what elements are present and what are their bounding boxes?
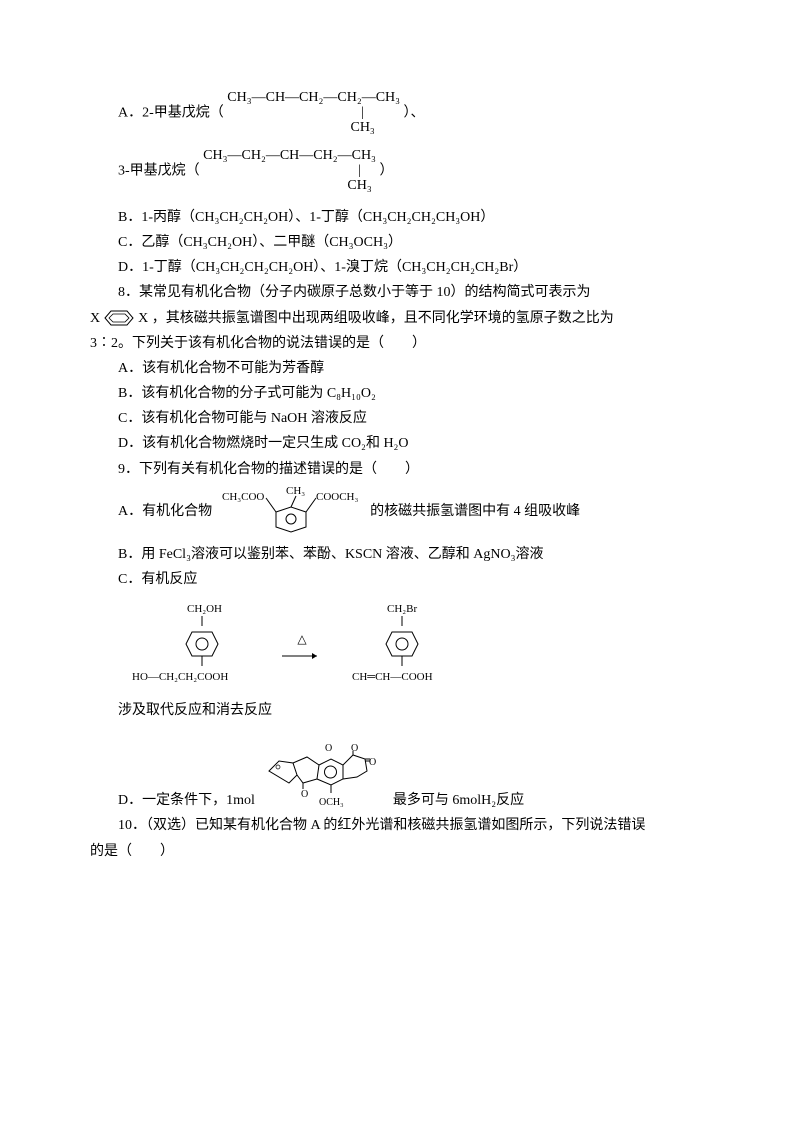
q8-line1: 8．某常见有机化合物（分子内碳原子总数小于等于 10）的结构简式可表示为: [90, 280, 704, 305]
q9d-left: D．一定条件下，1mol: [118, 788, 255, 813]
q10-line2: 的是（ ）: [90, 839, 704, 864]
q9d-right: 最多可与 6molH₂反应: [393, 788, 524, 813]
svg-text:CH₂OH: CH₂OH: [187, 603, 222, 615]
q9-opt-d: D．一定条件下，1mol O O O OCH₃ O 最多可与 6m: [90, 723, 704, 813]
molecule-d-icon: O O O OCH₃ O: [259, 723, 389, 813]
q9c-end: 涉及取代反应和消去反应: [90, 698, 704, 723]
struct-row2b: CH₃: [207, 178, 371, 193]
svg-text:O: O: [369, 757, 376, 768]
q8-opt-a: A．该有机化合物不可能为芳香醇: [90, 356, 704, 381]
struct-row2: CH₃: [252, 120, 374, 135]
x-right: X: [138, 311, 148, 326]
benzene-svg: [101, 309, 137, 327]
reaction-arrow: △: [282, 629, 322, 661]
option-a-sub: 3-甲基戊烷（ CH₃—CH₂—CH—CH₂—CH₃ | CH₃ ）: [90, 148, 704, 194]
struct-row1: CH₃—CH—CH₂—CH₂—CH₃: [227, 90, 400, 105]
sub1-prefix: 3-甲基戊烷（: [118, 164, 200, 179]
option-c: C．乙醇（CH₃CH₂OH）、二甲醚（CH₃OCH₃）: [90, 230, 704, 255]
molecule-a-icon: CH₃COO CH₃ COOCH₃: [216, 482, 366, 542]
q9a-right: 的核磁共振氢谱图中有 4 组吸收峰: [370, 499, 580, 524]
opt-a-suffix: ）、: [404, 105, 425, 120]
svg-text:CH₂Br: CH₂Br: [387, 603, 417, 615]
sub1-suffix: ）: [379, 164, 393, 179]
svg-text:HO—CH₂CH₂COOH: HO—CH₂CH₂COOH: [132, 671, 228, 683]
page-container: A．2-甲基戊烷（ CH₃—CH—CH₂—CH₂—CH₃ | CH₃ ）、 3-…: [0, 0, 794, 1123]
q8-cont: ，其核磁共振氢谱图中出现两组吸收峰，且不同化学环境的氢原子数之比为: [152, 311, 614, 326]
struct-3-methylpentane: CH₃—CH₂—CH—CH₂—CH₃ | CH₃: [203, 148, 376, 194]
molA-l2-label: CH₃: [286, 485, 305, 497]
x-left: X: [90, 311, 100, 326]
q9a-left: A．有机化合物: [118, 499, 212, 524]
product-1-icon: CH₂Br CH═CH—COOH: [332, 600, 472, 690]
svg-text:OCH₃: OCH₃: [319, 797, 344, 808]
q9-opt-a: A．有机化合物 CH₃COO CH₃ COOCH₃ 的核磁共振氢谱图中有 4 组…: [90, 482, 704, 542]
q9-stem: 9．下列有关有机化合物的描述错误的是（ ）: [90, 457, 704, 482]
option-b: B．1-丙醇（CH₃CH₂CH₂OH）、1-丁醇（CH₃CH₂CH₂CH₃OH）: [90, 205, 704, 230]
opt-a-prefix: A．2-甲基戊烷（: [118, 105, 224, 120]
q8-opt-d: D．该有机化合物燃烧时一定只生成 CO₂和 H₂O: [90, 431, 704, 456]
molA-l3-label: COOCH₃: [316, 491, 359, 503]
q9-opt-b: B．用 FeCl₃溶液可以鉴别苯、苯酚、KSCN 溶液、乙醇和 AgNO₃溶液: [90, 542, 704, 567]
svg-text:O: O: [325, 743, 332, 754]
option-a-line: A．2-甲基戊烷（ CH₃—CH—CH₂—CH₂—CH₃ | CH₃ ）、: [90, 90, 704, 136]
q10-line1: 10．（双选）已知某有机化合物 A 的红外光谱和核磁共振氢谱如图所示，下列说法错…: [90, 813, 704, 838]
molA-l1-label: CH₃COO: [222, 491, 264, 503]
option-d: D．1-丁醇（CH₃CH₂CH₂CH₂OH）、1-溴丁烷（CH₃CH₂CH₂CH…: [90, 255, 704, 280]
arrow-top-label: △: [297, 629, 306, 651]
reactant-1-icon: CH₂OH HO—CH₂CH₂COOH: [132, 600, 272, 690]
q8-line3: 3∶2。下列关于该有机化合物的说法错误的是（ ）: [90, 331, 704, 356]
benzene-icon: [101, 309, 137, 327]
struct-2-methylpentane: CH₃—CH—CH₂—CH₂—CH₃ | CH₃: [227, 90, 400, 136]
q8-line2: X X ，其核磁共振氢谱图中出现两组吸收峰，且不同化学环境的氢原子数之比为: [90, 306, 704, 331]
arrow-icon: [282, 651, 322, 661]
q9-opt-c: C．有机反应: [90, 567, 704, 592]
svg-text:O: O: [301, 789, 308, 800]
q8-opt-b: B．该有机化合物的分子式可能为 C₈H₁₀O₂: [90, 381, 704, 406]
struct-row1b: CH₃—CH₂—CH—CH₂—CH₃: [203, 148, 376, 163]
q8-opt-c: C．该有机化合物可能与 NaOH 溶液反应: [90, 406, 704, 431]
svg-text:CH═CH—COOH: CH═CH—COOH: [352, 671, 433, 683]
svg-text:O: O: [351, 743, 358, 754]
reaction-row: CH₂OH HO—CH₂CH₂COOH △ CH₂Br CH═C: [90, 600, 704, 690]
